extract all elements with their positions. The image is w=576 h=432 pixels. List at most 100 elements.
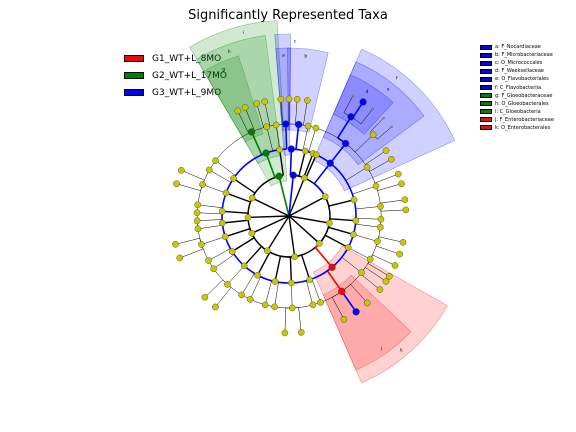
clade-highlight-sector [189, 20, 288, 187]
cladogram-branch [370, 117, 384, 133]
cladogram-node [244, 214, 252, 221]
cladogram-branch [256, 103, 264, 128]
cladogram-branch [360, 108, 373, 124]
cladogram-node [317, 299, 324, 306]
cladogram-node [212, 157, 219, 164]
cladogram-node [363, 299, 371, 307]
cladogram-branch [378, 236, 404, 243]
cladogram-node [248, 194, 256, 202]
cladogram-node [382, 147, 390, 154]
cladogram-branch [266, 215, 290, 252]
cladogram-branch [295, 124, 300, 150]
cladogram-node [402, 206, 410, 214]
cladogram-branch [374, 173, 399, 184]
cladogram-node [372, 182, 380, 190]
cladogram-branch [266, 126, 274, 152]
group-legend-label: G1_WT+L_8MO [152, 53, 222, 64]
cladogram-node [321, 193, 329, 201]
cladogram-branch [227, 265, 245, 285]
cladogram-node [394, 170, 402, 178]
taxa-legend-swatch [480, 93, 492, 99]
cladogram-node [193, 217, 201, 225]
cladogram-branch [365, 267, 387, 282]
cladogram-branch [201, 236, 226, 245]
clade-letter: h [228, 49, 231, 55]
taxa-legend-swatch [480, 68, 492, 74]
group-legend-entry: G2_WT+L_17MO [124, 67, 227, 84]
cladogram-branch [197, 204, 223, 209]
cladogram-node [371, 107, 374, 110]
taxa-legend-swatch [480, 44, 492, 50]
cladogram-branch [237, 110, 249, 134]
taxa-legend-label: h: O_Gloeobacterales [495, 100, 549, 107]
cladogram-branch [288, 215, 330, 224]
taxa-legend-entry: i: C_Gloeobacteria [480, 108, 554, 116]
clade-highlight-sector [312, 245, 448, 384]
cladogram-node [344, 244, 352, 251]
clade-letter: e [387, 88, 390, 93]
cladogram-nodes [172, 94, 410, 337]
cladogram-branch [275, 124, 280, 150]
cladogram-branch [291, 282, 293, 308]
taxa-legend-label: d: F_Weeksellaceae [495, 68, 545, 75]
clade-highlight-sector [322, 61, 425, 166]
cladogram-node [352, 308, 360, 316]
cladogram-branch [288, 175, 295, 217]
cladogram-branch [313, 162, 331, 185]
cladogram-branch [328, 199, 355, 207]
cladogram-branch [305, 154, 317, 179]
cladogram-branch [298, 307, 302, 333]
cladogram-branch [278, 176, 290, 217]
cladogram-branch [264, 280, 272, 305]
taxa-legend-label: e: O_Flavobacteriales [495, 76, 549, 83]
cladogram-branch [215, 287, 232, 308]
cladogram-branch [380, 209, 406, 212]
cladogram-branch [306, 280, 314, 305]
cladogram-node [291, 253, 299, 260]
taxa-legend-label: a: F_Nocardiaceae [495, 44, 541, 51]
taxa-legend-label: c: O_Micrococcales [495, 60, 543, 67]
clade-highlight-sector [312, 48, 456, 192]
cladogram-node [304, 97, 311, 104]
clade-letter: k [400, 348, 403, 354]
cladogram-node [240, 262, 248, 270]
cladogram-branch [274, 255, 282, 282]
cladogram-node [377, 203, 384, 210]
taxa-legend: a: F_Nocardiaceae b: F_Microbacteriaceae… [480, 43, 554, 132]
cladogram-node [281, 329, 289, 337]
cladogram-branch [329, 218, 356, 222]
cladogram-node [261, 98, 268, 105]
cladogram-branch [204, 279, 223, 298]
cladogram-node [338, 287, 346, 295]
cladogram-node [176, 254, 184, 262]
cladogram-branch [176, 183, 201, 191]
cladogram-node [224, 281, 231, 288]
cladogram-node [178, 166, 185, 174]
cladogram-branch [303, 153, 314, 178]
cladogram-branch [311, 278, 321, 303]
cladogram-node [263, 247, 271, 255]
cladogram-branch [302, 125, 309, 151]
cladogram-node [263, 123, 271, 131]
cladogram-branch [197, 212, 223, 214]
cladogram-node [212, 303, 219, 311]
cladogram-node [390, 125, 393, 128]
cladogram-branch [295, 99, 298, 125]
cladogram-branch [355, 223, 381, 228]
group-legend-swatch-g2 [124, 72, 144, 79]
cladogram-branch [274, 282, 279, 307]
cladogram-node [288, 279, 295, 287]
cladogram-branch [353, 234, 378, 242]
clade-highlight-sector [275, 47, 291, 131]
group-legend-entry: G3_WT+L_9MO [124, 84, 227, 101]
taxa-legend-entry: h: O_Gloeobacterales [480, 100, 554, 108]
clade-letter: j [380, 345, 382, 351]
cladogram-node [366, 255, 374, 263]
cladogram-branch [241, 273, 255, 295]
cladogram-branch [288, 177, 306, 217]
cladogram-node [205, 257, 212, 264]
cladogram-node [350, 231, 357, 238]
cladogram-node [172, 241, 179, 248]
cladogram-node [396, 250, 403, 258]
taxa-legend-entry: b: F_Microbacteriaceae [480, 51, 554, 59]
